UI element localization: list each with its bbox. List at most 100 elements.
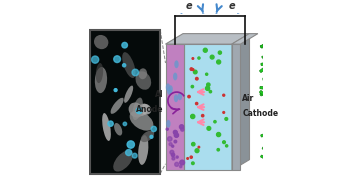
Circle shape [174, 130, 177, 134]
Bar [209, 6, 211, 8]
Circle shape [207, 83, 210, 86]
Circle shape [191, 85, 194, 88]
Circle shape [170, 150, 174, 154]
Polygon shape [259, 91, 264, 95]
Circle shape [172, 145, 174, 147]
Circle shape [207, 126, 211, 130]
Circle shape [192, 69, 194, 70]
Polygon shape [262, 147, 267, 151]
Circle shape [172, 157, 175, 160]
Circle shape [176, 134, 178, 136]
Text: Air: Air [242, 94, 254, 103]
Polygon shape [260, 45, 265, 47]
Ellipse shape [111, 98, 124, 114]
Ellipse shape [95, 67, 107, 93]
Circle shape [196, 102, 198, 105]
Ellipse shape [96, 63, 103, 83]
Bar [90, 30, 160, 174]
Circle shape [175, 162, 179, 166]
Ellipse shape [140, 104, 151, 115]
Circle shape [209, 91, 212, 93]
Circle shape [166, 128, 168, 130]
Ellipse shape [174, 60, 179, 68]
Ellipse shape [169, 85, 173, 93]
Circle shape [188, 95, 190, 98]
Bar [90, 30, 160, 174]
Circle shape [123, 122, 127, 126]
Circle shape [191, 162, 194, 165]
Text: e: e [229, 1, 235, 11]
Circle shape [180, 165, 182, 168]
Polygon shape [260, 155, 266, 159]
Circle shape [198, 146, 200, 148]
Circle shape [92, 56, 99, 63]
Circle shape [174, 133, 178, 137]
Circle shape [191, 143, 195, 146]
Circle shape [171, 153, 175, 156]
Circle shape [132, 153, 137, 158]
Ellipse shape [132, 98, 143, 120]
Circle shape [195, 149, 199, 153]
Circle shape [217, 60, 221, 64]
Circle shape [223, 141, 225, 144]
Polygon shape [232, 34, 258, 44]
Circle shape [132, 69, 139, 76]
Polygon shape [264, 112, 269, 116]
Text: Cathode: Cathode [242, 109, 278, 118]
Circle shape [206, 73, 208, 75]
Circle shape [223, 94, 225, 96]
Ellipse shape [141, 131, 154, 142]
Ellipse shape [178, 92, 182, 100]
Polygon shape [267, 89, 271, 93]
Circle shape [203, 48, 207, 52]
Circle shape [187, 158, 188, 159]
Circle shape [174, 140, 177, 143]
Polygon shape [263, 57, 267, 60]
Circle shape [122, 64, 126, 67]
Circle shape [181, 128, 184, 131]
Ellipse shape [130, 111, 153, 131]
Ellipse shape [102, 113, 111, 141]
Polygon shape [269, 163, 273, 167]
Circle shape [190, 68, 193, 70]
Text: Al: Al [155, 90, 164, 99]
Polygon shape [165, 34, 250, 44]
Polygon shape [268, 162, 272, 165]
Circle shape [151, 126, 156, 132]
Circle shape [202, 115, 204, 117]
Circle shape [176, 156, 178, 158]
Polygon shape [232, 34, 250, 170]
Circle shape [223, 112, 225, 113]
Polygon shape [261, 133, 266, 137]
Ellipse shape [128, 102, 143, 118]
Ellipse shape [174, 94, 178, 102]
Ellipse shape [166, 120, 171, 128]
Circle shape [198, 57, 200, 59]
Circle shape [206, 86, 210, 90]
Ellipse shape [136, 71, 151, 90]
Ellipse shape [166, 83, 170, 91]
Text: e: e [186, 1, 192, 11]
Circle shape [122, 42, 127, 48]
Circle shape [114, 89, 117, 91]
Circle shape [180, 160, 184, 165]
Bar [165, 44, 184, 170]
Circle shape [114, 56, 120, 63]
Circle shape [214, 121, 216, 123]
Circle shape [225, 118, 228, 120]
Circle shape [190, 156, 192, 158]
Ellipse shape [113, 150, 133, 172]
Polygon shape [266, 166, 271, 168]
Circle shape [174, 131, 177, 134]
Circle shape [216, 132, 221, 137]
Circle shape [150, 135, 153, 138]
Text: Anode: Anode [136, 105, 164, 114]
Ellipse shape [122, 52, 136, 78]
Ellipse shape [114, 123, 122, 136]
Circle shape [196, 77, 198, 80]
Ellipse shape [173, 73, 177, 81]
Circle shape [180, 125, 184, 129]
Bar [232, 44, 240, 170]
Circle shape [191, 114, 195, 119]
Polygon shape [262, 56, 265, 58]
